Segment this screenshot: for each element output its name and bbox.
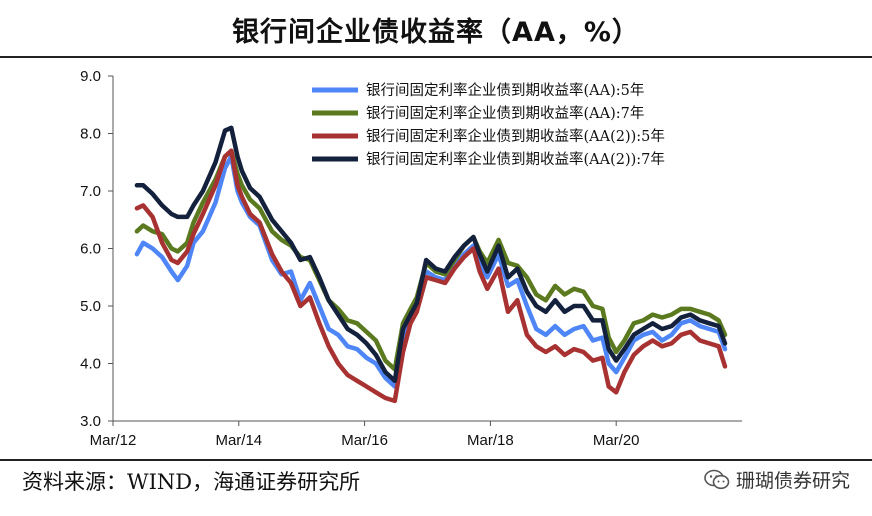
series-line-3 <box>134 148 728 404</box>
y-tick-label: 7.0 <box>80 183 101 200</box>
y-tick-label: 8.0 <box>80 126 101 143</box>
series-layer <box>134 125 728 404</box>
chart-title: 银行间企业债收益率（AA，%） <box>232 17 640 48</box>
legend-label-1: 银行间固定利率企业债到期收益率(AA):5年 <box>366 81 644 99</box>
y-tick-label: 4.0 <box>80 356 101 373</box>
title-bar: 银行间企业债收益率（AA，%） <box>0 0 872 58</box>
x-tick-label: Mar/12 <box>90 432 137 449</box>
footer-rule <box>0 459 872 461</box>
axes: 3.0 4.0 5.0 6.0 7.0 8.0 9.0 Mar/12 Mar/14 Mar/16 M… <box>80 68 742 449</box>
source-note: 资料来源：WIND，海通证券研究所 <box>22 470 361 494</box>
legend: 银行间固定利率企业债到期收益率(AA):5年银行间固定利率企业债到期收益率(AA… <box>312 81 665 168</box>
x-tick-label: Mar/20 <box>593 432 640 449</box>
y-tick-label: 3.0 <box>80 413 101 430</box>
legend-label-2: 银行间固定利率企业债到期收益率(AA):7年 <box>366 104 644 122</box>
x-tick-label: Mar/18 <box>467 432 514 449</box>
line-chart: 3.0 4.0 5.0 6.0 7.0 8.0 9.0 Mar/12 Mar/14 Mar/16 M… <box>80 68 742 449</box>
y-tick-label: 6.0 <box>80 241 101 258</box>
watermark-text: 珊瑚债券研究 <box>735 470 850 492</box>
x-tick-label: Mar/16 <box>341 432 388 449</box>
legend-label-3: 银行间固定利率企业债到期收益率(AA(2)):5年 <box>366 127 665 145</box>
series-line-4 <box>134 125 728 384</box>
y-tick-label: 5.0 <box>80 298 101 315</box>
x-tick-label: Mar/14 <box>215 432 262 449</box>
wechat-icon <box>704 469 730 489</box>
watermark: 珊瑚债券研究 <box>704 466 850 493</box>
legend-label-4: 银行间固定利率企业债到期收益率(AA(2)):7年 <box>366 150 665 168</box>
y-tick-label: 9.0 <box>80 68 101 85</box>
